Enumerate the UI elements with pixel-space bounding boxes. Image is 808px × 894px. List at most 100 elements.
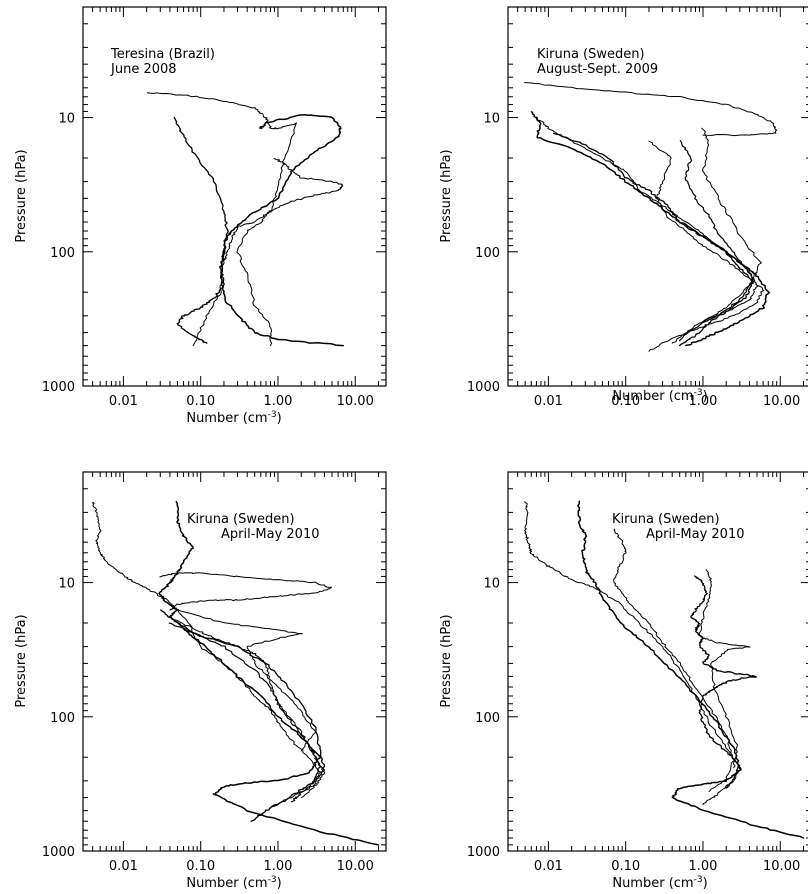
y-tick-labels: 10 100 1000	[42, 577, 75, 860]
panel-kiruna-2010-right: 0.01 0.10 1.00 10.00 10 100 1000 Number …	[439, 471, 808, 891]
x-tick-labels: 0.01 0.10 1.00 10.00	[109, 859, 374, 874]
y-tick-label: 100	[50, 711, 75, 726]
x-axis-label-close: )	[277, 876, 282, 891]
panel-annotation-line2: April-May 2010	[221, 527, 320, 542]
y-tick-label: 1000	[42, 380, 75, 395]
x-tick-label: 0.10	[611, 394, 640, 409]
profile-line-2	[530, 111, 771, 347]
y-tick-label: 100	[475, 711, 500, 726]
profile-line-5	[698, 569, 751, 769]
y-axis-label: Pressure (hPa)	[439, 614, 454, 707]
y-tick-label: 1000	[467, 845, 500, 860]
plot-frame	[507, 471, 808, 852]
plot-frame	[82, 471, 387, 852]
x-tick-label: 0.10	[186, 859, 215, 874]
x-axis-label-text: Number (cm	[612, 389, 693, 404]
x-tick-label: 1.00	[688, 859, 717, 874]
panel-annotation-line1: Teresina (Brazil)	[110, 47, 215, 62]
profile-line-3	[159, 572, 332, 611]
profile-line-6	[168, 622, 321, 803]
axis-ticks	[507, 7, 808, 387]
profile-line-6	[679, 140, 754, 342]
x-axis-label-exponent: -3	[268, 410, 277, 420]
profile-line-2	[577, 500, 805, 839]
axis-ticks	[82, 7, 386, 387]
profile-line-4	[160, 609, 326, 822]
y-tick-label: 10	[58, 112, 75, 127]
panel-teresina-2008: 0.01 0.10 1.00 10.00 10 100 1000 Number …	[14, 6, 387, 426]
profile-line-7	[701, 127, 762, 322]
profile-line-5	[170, 615, 326, 799]
profile-line-7	[177, 609, 317, 752]
profiles	[92, 500, 380, 846]
y-tick-labels: 10 100 1000	[467, 112, 500, 395]
x-axis-label: Number (cm-3)	[612, 875, 707, 891]
x-tick-label: 10.00	[763, 394, 800, 409]
panel-kiruna-2009: 0.01 0.10 1.00 10.00 10 100 1000 Number …	[439, 6, 808, 409]
panel-annotation-line2: April-May 2010	[646, 527, 745, 542]
profile-line-4	[552, 132, 754, 347]
profile-line-1	[524, 82, 778, 137]
profile-line-2	[158, 500, 380, 846]
y-tick-label: 100	[475, 246, 500, 261]
profiles	[524, 500, 805, 839]
panel-annotation-line1: Kiruna (Sweden)	[537, 47, 645, 62]
profile-line-1	[92, 501, 322, 809]
panel-annotation-line1: Kiruna (Sweden)	[187, 512, 295, 527]
y-axis-label: Pressure (hPa)	[14, 614, 29, 707]
x-tick-labels: 0.01 0.10 1.00 10.00	[534, 394, 800, 409]
x-tick-label: 10.00	[763, 859, 800, 874]
x-axis-label-close: )	[703, 389, 708, 404]
x-tick-label: 0.10	[186, 394, 215, 409]
profiles	[146, 92, 345, 347]
x-tick-labels: 0.01 0.10 1.00 10.00	[534, 859, 800, 874]
x-axis-label-exponent: -3	[694, 875, 703, 885]
x-axis-label: Number (cm-3)	[186, 875, 281, 891]
panel-annotation-line2: August-Sept. 2009	[537, 62, 658, 77]
x-axis-label-close: )	[703, 876, 708, 891]
x-tick-label: 1.00	[688, 394, 717, 409]
profile-line-3	[236, 157, 344, 347]
y-tick-label: 10	[483, 112, 500, 127]
axis-ticks	[507, 472, 808, 852]
y-axis-label: Pressure (hPa)	[14, 149, 29, 242]
panel-annotation-line1: Kiruna (Sweden)	[612, 512, 720, 527]
y-tick-labels: 10 100 1000	[42, 112, 75, 395]
x-axis-label-close: )	[277, 411, 282, 426]
x-tick-label: 0.01	[109, 394, 138, 409]
profile-line-1	[146, 92, 297, 347]
x-tick-label: 0.01	[109, 859, 138, 874]
x-tick-label: 10.00	[337, 859, 374, 874]
profile-line-1	[524, 501, 742, 805]
y-tick-label: 10	[483, 577, 500, 592]
axis-ticks	[82, 472, 386, 852]
profile-line-3	[536, 117, 759, 344]
profile-line-3	[613, 528, 736, 792]
profile-line-5	[648, 140, 765, 352]
x-tick-label: 0.01	[534, 394, 563, 409]
y-axis-label: Pressure (hPa)	[439, 149, 454, 242]
x-tick-labels: 0.01 0.10 1.00 10.00	[109, 394, 374, 409]
profiles	[524, 82, 778, 352]
y-tick-label: 10	[58, 577, 75, 592]
y-tick-label: 1000	[42, 845, 75, 860]
y-tick-label: 1000	[467, 380, 500, 395]
x-axis-label-text: Number (cm	[186, 876, 267, 891]
profile-line-4	[173, 116, 229, 344]
x-tick-label: 1.00	[263, 394, 292, 409]
x-tick-label: 1.00	[263, 859, 292, 874]
x-tick-label: 0.01	[534, 859, 563, 874]
y-tick-label: 100	[50, 246, 75, 261]
x-tick-label: 0.10	[611, 859, 640, 874]
x-axis-label: Number (cm-3)	[612, 388, 707, 404]
panel-kiruna-2010-left: 0.01 0.10 1.00 10.00 10 100 1000 Number …	[14, 471, 387, 891]
profile-line-2	[219, 114, 345, 347]
profile-line-4	[690, 575, 757, 789]
plot-frame	[507, 6, 808, 387]
x-axis-label: Number (cm-3)	[186, 410, 281, 426]
x-axis-label-exponent: -3	[694, 388, 703, 398]
panel-annotation-line2: June 2008	[110, 62, 177, 77]
x-axis-label-exponent: -3	[268, 875, 277, 885]
x-axis-label-text: Number (cm	[612, 876, 693, 891]
